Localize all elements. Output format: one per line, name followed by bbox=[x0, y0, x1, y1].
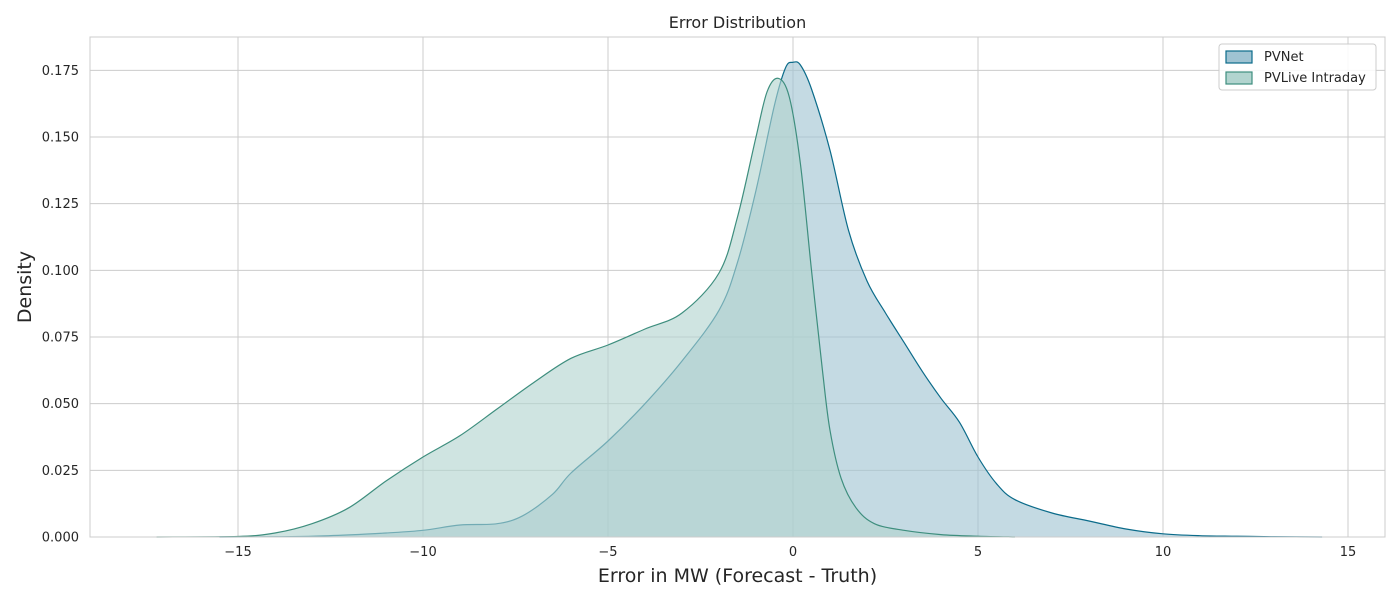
x-tick-label: 15 bbox=[1340, 545, 1357, 560]
y-tick-label: 0.175 bbox=[42, 64, 79, 79]
x-tick-label: 5 bbox=[974, 545, 982, 560]
x-axis-title: Error in MW (Forecast - Truth) bbox=[598, 565, 877, 587]
y-tick-label: 0.050 bbox=[42, 397, 79, 412]
legend-swatch-pvnet bbox=[1225, 50, 1253, 64]
legend-swatch-pvlive-intraday bbox=[1225, 71, 1253, 85]
y-tick-label: 0.125 bbox=[42, 197, 79, 212]
legend-label-pvlive-intraday: PVLive Intraday bbox=[1264, 71, 1366, 86]
x-tick-label: 0 bbox=[789, 545, 797, 560]
y-tick-label: 0.100 bbox=[42, 264, 79, 279]
density-line-pvlive-intraday bbox=[156, 77, 1016, 538]
x-tick-label: −5 bbox=[598, 545, 617, 560]
tick-labels: −15 −10 −5 0 5 10 15 0.000 0.025 0.050 0.075 0.100 0… bbox=[42, 64, 1356, 560]
y-tick-label: 0.000 bbox=[42, 531, 79, 546]
x-tick-label: 10 bbox=[1155, 545, 1172, 560]
plot-frame bbox=[89, 36, 1386, 538]
x-tick-label: −10 bbox=[409, 545, 436, 560]
grid bbox=[90, 37, 1385, 538]
legend-box bbox=[1218, 43, 1377, 91]
y-tick-label: 0.150 bbox=[42, 131, 79, 146]
legend: PVNet PVLive Intraday bbox=[1218, 43, 1377, 91]
y-axis-title: Density bbox=[14, 251, 36, 323]
y-tick-label: 0.075 bbox=[42, 331, 79, 346]
area-fill-pvlive-intraday bbox=[156, 78, 1016, 537]
legend-label-pvnet: PVNet bbox=[1264, 50, 1304, 65]
y-tick-label: 0.025 bbox=[42, 464, 79, 479]
chart-title: Error Distribution bbox=[669, 13, 806, 32]
x-tick-label: −15 bbox=[224, 545, 251, 560]
series-areas bbox=[156, 61, 1323, 538]
